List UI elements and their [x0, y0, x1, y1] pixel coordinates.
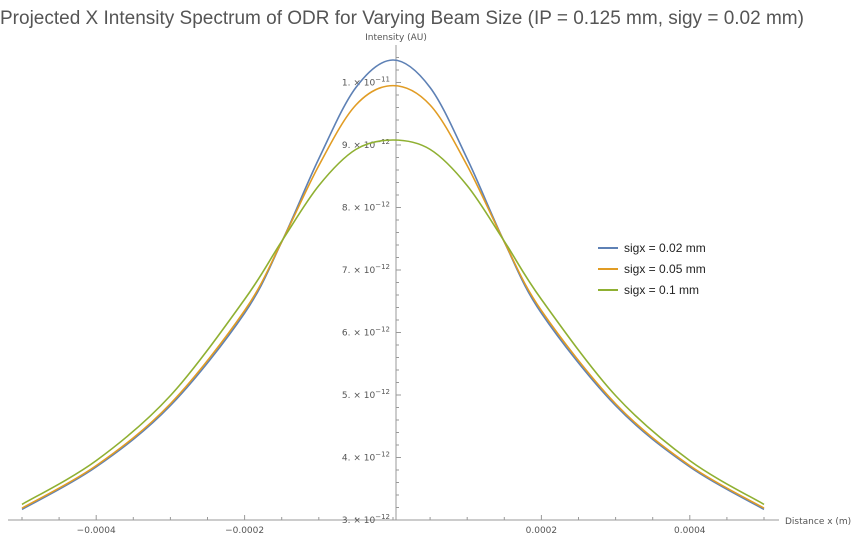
y-tick-label: 5. × 10−12	[342, 388, 390, 401]
series-line-3	[21, 139, 765, 506]
x-tick-label: −0.0004	[77, 526, 116, 536]
y-tick-label: 6. × 10−12	[342, 326, 390, 339]
y-tick-label: 4. × 10−12	[342, 451, 390, 464]
y-tick-label: 8. × 10−12	[342, 201, 390, 214]
axes: −0.0004 −0.0002 0.0002 0.0004 Distance x (m)…	[8, 33, 851, 536]
x-tick-label: −0.0002	[225, 526, 264, 536]
chart-title: Projected X Intensity Spectrum of ODR fo…	[0, 8, 804, 29]
y-tick-label: 3. × 10−12	[342, 513, 390, 526]
series-line-2	[21, 84, 765, 509]
series-lines	[21, 59, 765, 511]
legend: sigx = 0.02 mm sigx = 0.05 mm sigx = 0.1 m…	[598, 241, 706, 297]
x-tick-label: 0.0004	[674, 526, 706, 536]
y-tick-label: 7. × 10−12	[342, 263, 390, 276]
y-tick-label: 9. × 10−12	[342, 138, 390, 151]
x-axis-label: Distance x (m)	[785, 517, 851, 527]
legend-label: sigx = 0.05 mm	[624, 262, 706, 276]
x-tick-label: 0.0002	[526, 526, 558, 536]
legend-label: sigx = 0.1 mm	[624, 283, 699, 297]
legend-label: sigx = 0.02 mm	[624, 241, 706, 255]
y-axis-label: Intensity (AU)	[365, 33, 427, 43]
series-line-1	[21, 59, 765, 511]
